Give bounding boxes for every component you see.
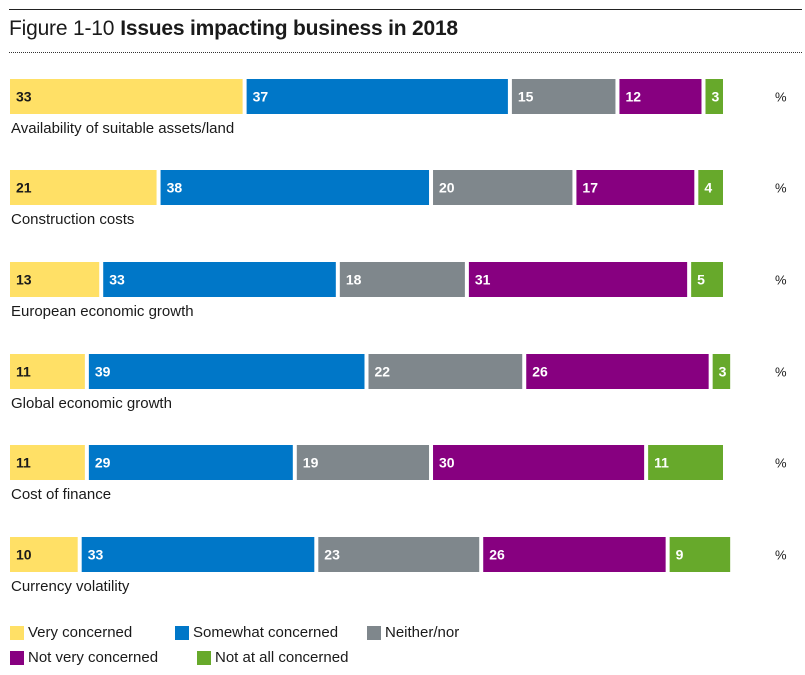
bar-segment [526, 354, 709, 389]
bar-value-label: 30 [439, 455, 455, 471]
bar-segment [103, 262, 336, 297]
percent-unit-label: % [775, 365, 787, 380]
category-label: Currency volatility [11, 578, 130, 595]
bar-value-label: 10 [16, 547, 32, 563]
bar-segment [10, 262, 100, 297]
percent-unit-label: % [775, 90, 787, 105]
bar-value-label: 3 [719, 364, 727, 380]
bar-segment [691, 262, 723, 297]
bar-segment [10, 445, 85, 480]
bar-value-label: 23 [324, 547, 340, 563]
bar-value-label: 12 [625, 89, 641, 105]
bar-value-label: 33 [109, 272, 125, 288]
bar-segment [511, 79, 616, 114]
bar-segment [318, 537, 480, 572]
percent-unit-label: % [775, 273, 787, 288]
chart-title: Figure 1-10 Issues impacting business in … [9, 17, 458, 41]
stacked-bar-chart: 33 37 15 12 3 % Availability of suitable asset… [10, 79, 787, 595]
category-label: European economic growth [11, 303, 194, 320]
legend-swatch [197, 650, 211, 665]
bar-value-label: 11 [16, 455, 31, 471]
percent-unit-label: % [775, 456, 787, 471]
bar-segment [296, 445, 430, 480]
category-label: Cost of finance [11, 486, 111, 503]
legend-swatch [10, 625, 24, 640]
bar-segment [712, 354, 731, 389]
bar-value-label: 37 [253, 89, 269, 105]
bar-segment [368, 354, 523, 389]
category-label: Availability of suitable assets/land [11, 120, 234, 137]
bar-value-label: 38 [167, 180, 183, 196]
bar-segment [339, 262, 465, 297]
bar-value-label: 26 [489, 547, 505, 563]
bar-segment [10, 537, 78, 572]
bar-segment [160, 170, 430, 205]
bar-segment [468, 262, 688, 297]
bar-segment [648, 445, 723, 480]
bar-segment [88, 445, 293, 480]
bar-value-label: 4 [704, 180, 712, 196]
bar-segment [669, 537, 731, 572]
bar-value-label: 17 [582, 180, 598, 196]
bar-value-label: 11 [16, 364, 31, 380]
legend-label: Neither/nor [385, 624, 460, 641]
bar-value-label: 11 [654, 455, 669, 471]
bar-value-label: 29 [95, 455, 111, 471]
bar-value-label: 5 [697, 272, 705, 288]
figure-title: Issues impacting business in 2018 [120, 17, 458, 40]
bar-segment [10, 79, 243, 114]
bar-value-label: 26 [532, 364, 548, 380]
bar-value-label: 39 [95, 364, 111, 380]
category-label: Construction costs [11, 211, 134, 228]
bar-value-label: 9 [676, 547, 684, 563]
bar-value-label: 3 [711, 89, 719, 105]
bar-value-label: 31 [475, 272, 491, 288]
bar-segment [483, 537, 666, 572]
bar-value-label: 33 [16, 89, 32, 105]
bar-segment [433, 445, 645, 480]
percent-unit-label: % [775, 548, 787, 563]
bar-segment [81, 537, 315, 572]
percent-unit-label: % [775, 181, 787, 196]
bar-value-label: 19 [303, 455, 319, 471]
bar-segment [10, 354, 85, 389]
legend-label: Somewhat concerned [193, 624, 339, 641]
bar-segment [698, 170, 723, 205]
legend-swatch [10, 650, 24, 665]
legend-item: Not very concerned [10, 649, 158, 666]
bar-segment [619, 79, 702, 114]
bar-value-label: 33 [88, 547, 104, 563]
legend-label: Not very concerned [28, 649, 159, 666]
legend-swatch [367, 625, 381, 640]
legend-label: Not at all concerned [215, 649, 349, 666]
top-rule [9, 9, 802, 10]
bar-value-label: 20 [439, 180, 455, 196]
legend-label: Very concerned [28, 624, 133, 641]
bar-segment [246, 79, 508, 114]
bar-value-label: 13 [16, 272, 32, 288]
bar-value-label: 18 [346, 272, 362, 288]
bar-segment [705, 79, 723, 114]
dotted-rule [9, 52, 802, 53]
legend-item: Not at all concerned [197, 649, 348, 666]
legend-item: Somewhat concerned [175, 624, 338, 641]
legend-item: Very concerned [10, 624, 132, 641]
bar-value-label: 22 [375, 364, 391, 380]
legend-item: Neither/nor [367, 624, 459, 641]
bar-segment [88, 354, 365, 389]
bar-segment [576, 170, 695, 205]
bar-segment [433, 170, 573, 205]
figure-number: Figure 1-10 [9, 17, 115, 40]
bar-value-label: 15 [518, 89, 534, 105]
bar-value-label: 21 [16, 180, 32, 196]
category-label: Global economic growth [11, 395, 172, 412]
legend-swatch [175, 625, 189, 640]
bar-segment [10, 170, 157, 205]
